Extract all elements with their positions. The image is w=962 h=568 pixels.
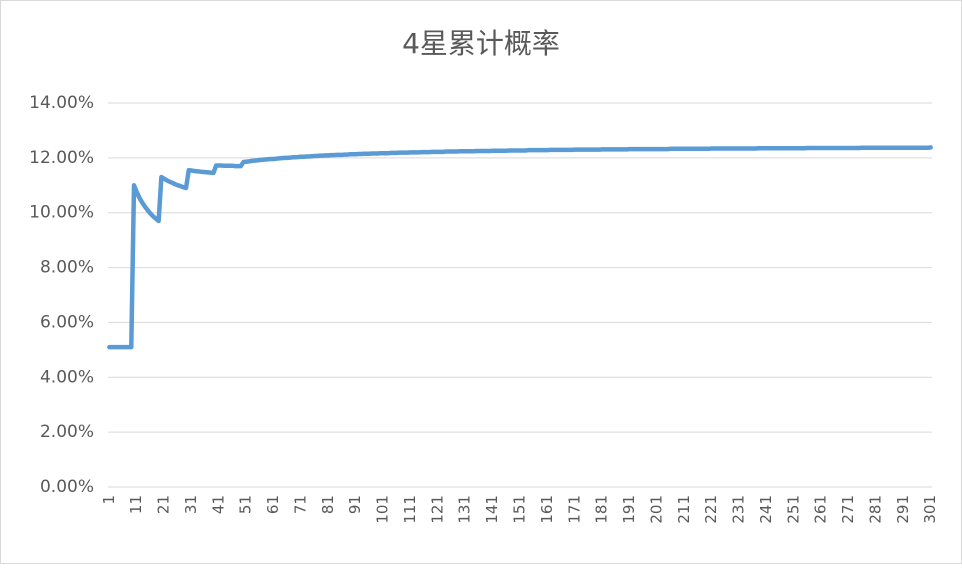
y-tick-label: 6.00% — [40, 312, 94, 332]
x-tick-label: 201 — [647, 495, 665, 524]
x-tick-label: 211 — [675, 495, 693, 524]
x-tick-label: 281 — [866, 495, 884, 524]
x-tick-label: 101 — [374, 495, 392, 524]
chart-title: 4星累计概率 — [402, 27, 560, 60]
x-tick-label: 171 — [565, 495, 583, 524]
x-tick-label: 161 — [538, 495, 556, 524]
x-tick-label: 241 — [757, 495, 775, 524]
x-tick-label: 31 — [182, 495, 200, 514]
x-tick-label: 251 — [784, 495, 802, 524]
x-tick-label: 141 — [483, 495, 501, 524]
x-tick-label: 131 — [456, 495, 474, 524]
x-tick-label: 71 — [291, 495, 309, 514]
data-line — [107, 145, 933, 350]
x-tick-label: 61 — [264, 495, 282, 514]
y-tick-label: 14.00% — [29, 93, 94, 113]
y-tick-label: 4.00% — [40, 367, 94, 387]
x-tick-label: 181 — [593, 495, 611, 524]
x-tick-label: 111 — [401, 495, 419, 524]
x-tick-label: 271 — [839, 495, 857, 524]
x-tick-label: 151 — [511, 495, 529, 524]
y-tick-label: 12.00% — [29, 148, 94, 168]
x-tick-label: 1 — [100, 495, 118, 505]
x-tick-label: 191 — [620, 495, 638, 524]
x-tick-label: 301 — [921, 495, 939, 524]
x-tick-label: 121 — [428, 495, 446, 524]
y-tick-label: 8.00% — [40, 258, 94, 278]
x-tick-label: 41 — [209, 495, 227, 514]
x-tick-label: 51 — [237, 495, 255, 514]
x-tick-label: 81 — [319, 495, 337, 514]
x-tick-label: 91 — [346, 495, 364, 514]
x-tick-label: 261 — [812, 495, 830, 524]
y-tick-label: 2.00% — [40, 422, 94, 442]
x-tick-label: 11 — [127, 495, 145, 514]
x-tick-label: 291 — [894, 495, 912, 524]
x-tick-label: 231 — [730, 495, 748, 524]
x-tick-label: 21 — [155, 495, 173, 514]
y-tick-label: 0.00% — [40, 477, 94, 497]
y-tick-label: 10.00% — [29, 203, 94, 223]
x-tick-label: 221 — [702, 495, 720, 524]
